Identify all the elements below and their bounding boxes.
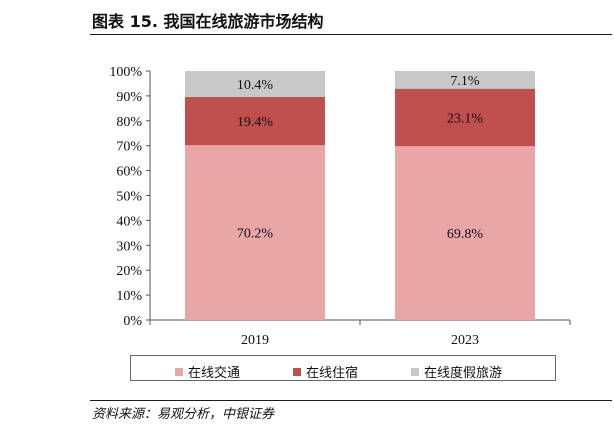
legend-item-online-hotel: 在线住宿: [293, 362, 358, 381]
y-tick-label: 80%: [116, 115, 142, 130]
bar-segment: [395, 146, 535, 320]
y-tick-label: 90%: [116, 90, 142, 105]
y-tick-label: 40%: [116, 214, 142, 229]
bar-data-label: 70.2%: [237, 227, 274, 242]
y-tick-label: 50%: [116, 190, 142, 205]
bar-data-label: 69.8%: [447, 227, 484, 242]
legend-item-online-vacation: 在线度假旅游: [411, 362, 502, 381]
bar-data-label: 23.1%: [447, 111, 484, 126]
bar-segment: [185, 96, 325, 146]
y-tick-label: 100%: [109, 65, 142, 80]
legend-swatch-online-vacation: [411, 368, 419, 376]
y-tick-label: 20%: [116, 264, 142, 279]
y-tick-label: 0%: [123, 314, 142, 329]
chart-legend: 在线交通 在线住宿 在线度假旅游: [130, 355, 556, 381]
legend-label-online-transport: 在线交通: [188, 366, 241, 381]
bar-data-label: 10.4%: [237, 78, 274, 93]
y-tick-label: 10%: [116, 289, 142, 304]
bar-segment: [395, 88, 535, 147]
bar-data-label: 7.1%: [450, 74, 480, 89]
legend-swatch-online-hotel: [293, 368, 301, 376]
legend-item-online-transport: 在线交通: [175, 362, 240, 381]
y-tick-label: 70%: [116, 140, 142, 155]
legend-label-online-hotel: 在线住宿: [306, 366, 359, 381]
legend-label-online-vacation: 在线度假旅游: [424, 366, 503, 381]
x-category-label: 2019: [241, 333, 269, 348]
y-tick-label: 30%: [116, 239, 142, 254]
bar-segment: [395, 71, 535, 89]
source-note: 资料来源：易观分析，中银证券: [92, 407, 275, 422]
bar-segment: [185, 71, 325, 97]
bar-segment: [185, 145, 325, 320]
legend-swatch-online-transport: [175, 368, 183, 376]
source-divider: [90, 400, 612, 401]
bar-data-label: 19.4%: [237, 115, 274, 130]
chart-title: 图表 15. 我国在线旅游市场结构: [92, 12, 324, 31]
y-tick-label: 60%: [116, 165, 142, 180]
x-category-label: 2023: [451, 333, 479, 348]
title-divider: [90, 34, 612, 35]
